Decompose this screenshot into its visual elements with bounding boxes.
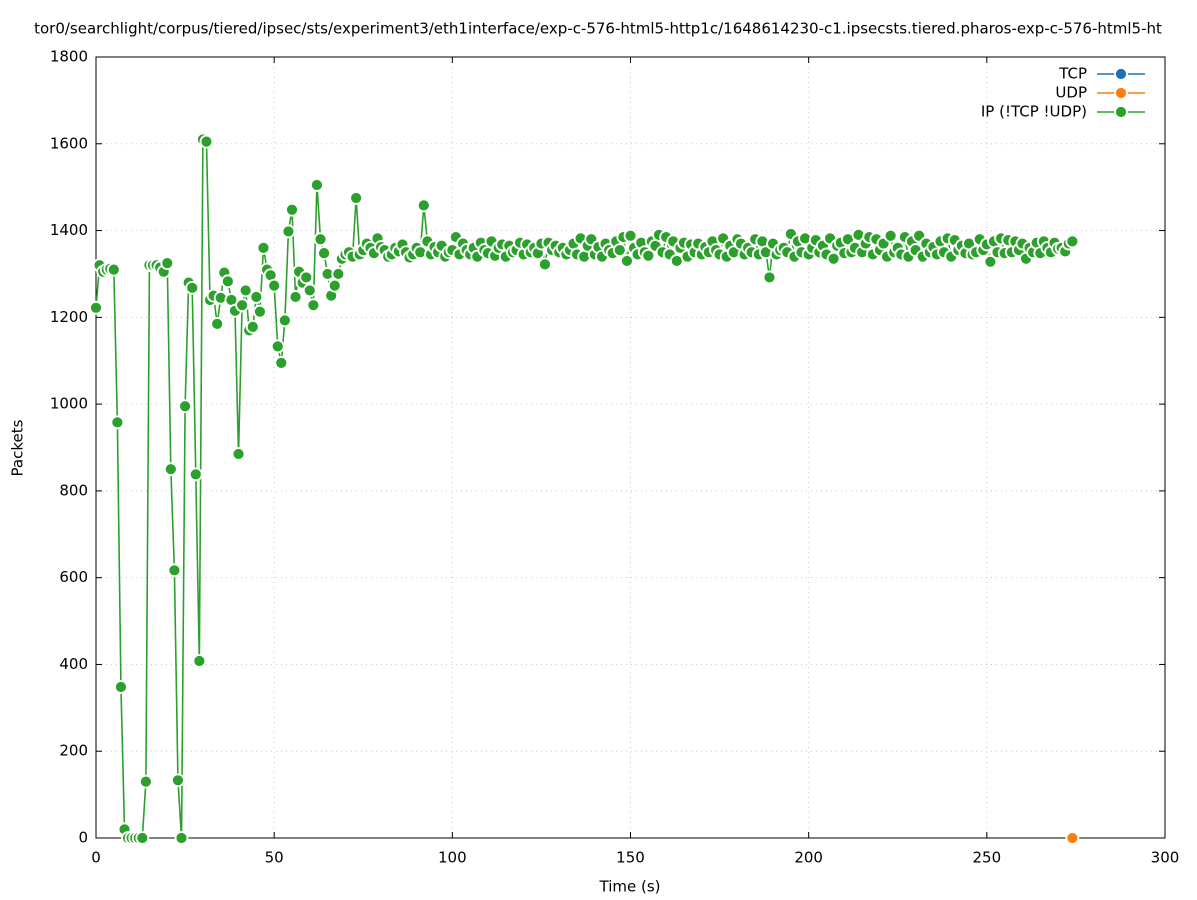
data-point: [245, 319, 260, 334]
data-point: [288, 290, 303, 304]
data-point: [160, 256, 175, 270]
legend-marker: [1114, 67, 1128, 81]
y-tick-label: 400: [59, 655, 88, 673]
data-point: [267, 278, 282, 293]
y-tick-label: 200: [59, 742, 88, 760]
data-point: [138, 774, 153, 789]
data-point: [274, 355, 289, 370]
data-point: [306, 298, 321, 313]
data-point: [188, 467, 203, 482]
y-tick-label: 1200: [50, 308, 88, 326]
x-tick-label: 150: [616, 849, 645, 867]
data-point: [185, 280, 200, 295]
data-point: [762, 270, 777, 285]
data-point: [331, 267, 346, 281]
data-point: [612, 243, 627, 257]
x-tick-label: 250: [973, 849, 1002, 867]
x-axis-label: Time (s): [599, 878, 661, 896]
y-tick-label: 1400: [50, 221, 88, 239]
data-point: [277, 313, 292, 328]
data-point: [114, 680, 128, 694]
data-point: [1065, 234, 1080, 249]
data-point: [167, 563, 182, 578]
data-point: [349, 191, 364, 205]
data-point: [317, 246, 331, 261]
data-point: [327, 278, 342, 293]
x-tick-label: 200: [794, 849, 823, 867]
data-point: [281, 224, 296, 239]
data-point: [313, 232, 328, 247]
data-point: [106, 262, 121, 277]
legend-label: UDP: [1055, 84, 1087, 102]
data-point: [199, 134, 214, 149]
y-tick-label: 1800: [50, 48, 88, 66]
data-point: [253, 304, 267, 319]
y-tick-label: 1600: [50, 134, 88, 152]
legend-label: TCP: [1058, 65, 1087, 83]
data-point: [174, 831, 189, 845]
chart-title: tor0/searchlight/corpus/tiered/ipsec/sts…: [34, 20, 1162, 38]
data-point: [220, 274, 235, 289]
data-point: [192, 654, 207, 668]
y-tick-label: 0: [78, 829, 88, 847]
data-point: [89, 300, 103, 315]
y-tick-label: 800: [59, 481, 88, 499]
data-point: [310, 178, 324, 192]
legend-label: IP (!TCP !UDP): [981, 103, 1087, 121]
data-point: [256, 241, 271, 255]
data-point: [163, 462, 178, 477]
data-point: [538, 257, 552, 272]
data-point: [620, 254, 634, 268]
data-point: [983, 254, 998, 269]
x-tick-label: 0: [91, 849, 101, 867]
y-tick-label: 600: [59, 568, 88, 586]
data-point: [826, 251, 841, 266]
data-point: [178, 399, 192, 414]
x-tick-label: 100: [438, 849, 467, 867]
data-point: [135, 831, 150, 845]
data-point: [641, 248, 656, 263]
data-point: [171, 773, 185, 788]
data-point: [883, 228, 898, 243]
data-point: [299, 270, 314, 285]
data-point: [249, 290, 264, 304]
y-tick-label: 1000: [50, 395, 88, 413]
legend-marker: [1114, 86, 1128, 100]
x-tick-label: 50: [265, 849, 284, 867]
data-point: [231, 447, 246, 461]
data-point: [623, 228, 638, 243]
data-point: [110, 415, 125, 430]
legend-marker: [1114, 105, 1128, 119]
data-point: [285, 202, 299, 217]
data-point: [238, 283, 253, 298]
data-point: [210, 316, 225, 331]
data-point: [1065, 831, 1080, 845]
y-axis-label: Packets: [9, 419, 27, 476]
x-tick-label: 300: [1151, 849, 1180, 867]
data-point: [270, 339, 285, 354]
data-point: [416, 198, 431, 213]
data-point: [235, 298, 249, 313]
data-point: [302, 283, 317, 298]
